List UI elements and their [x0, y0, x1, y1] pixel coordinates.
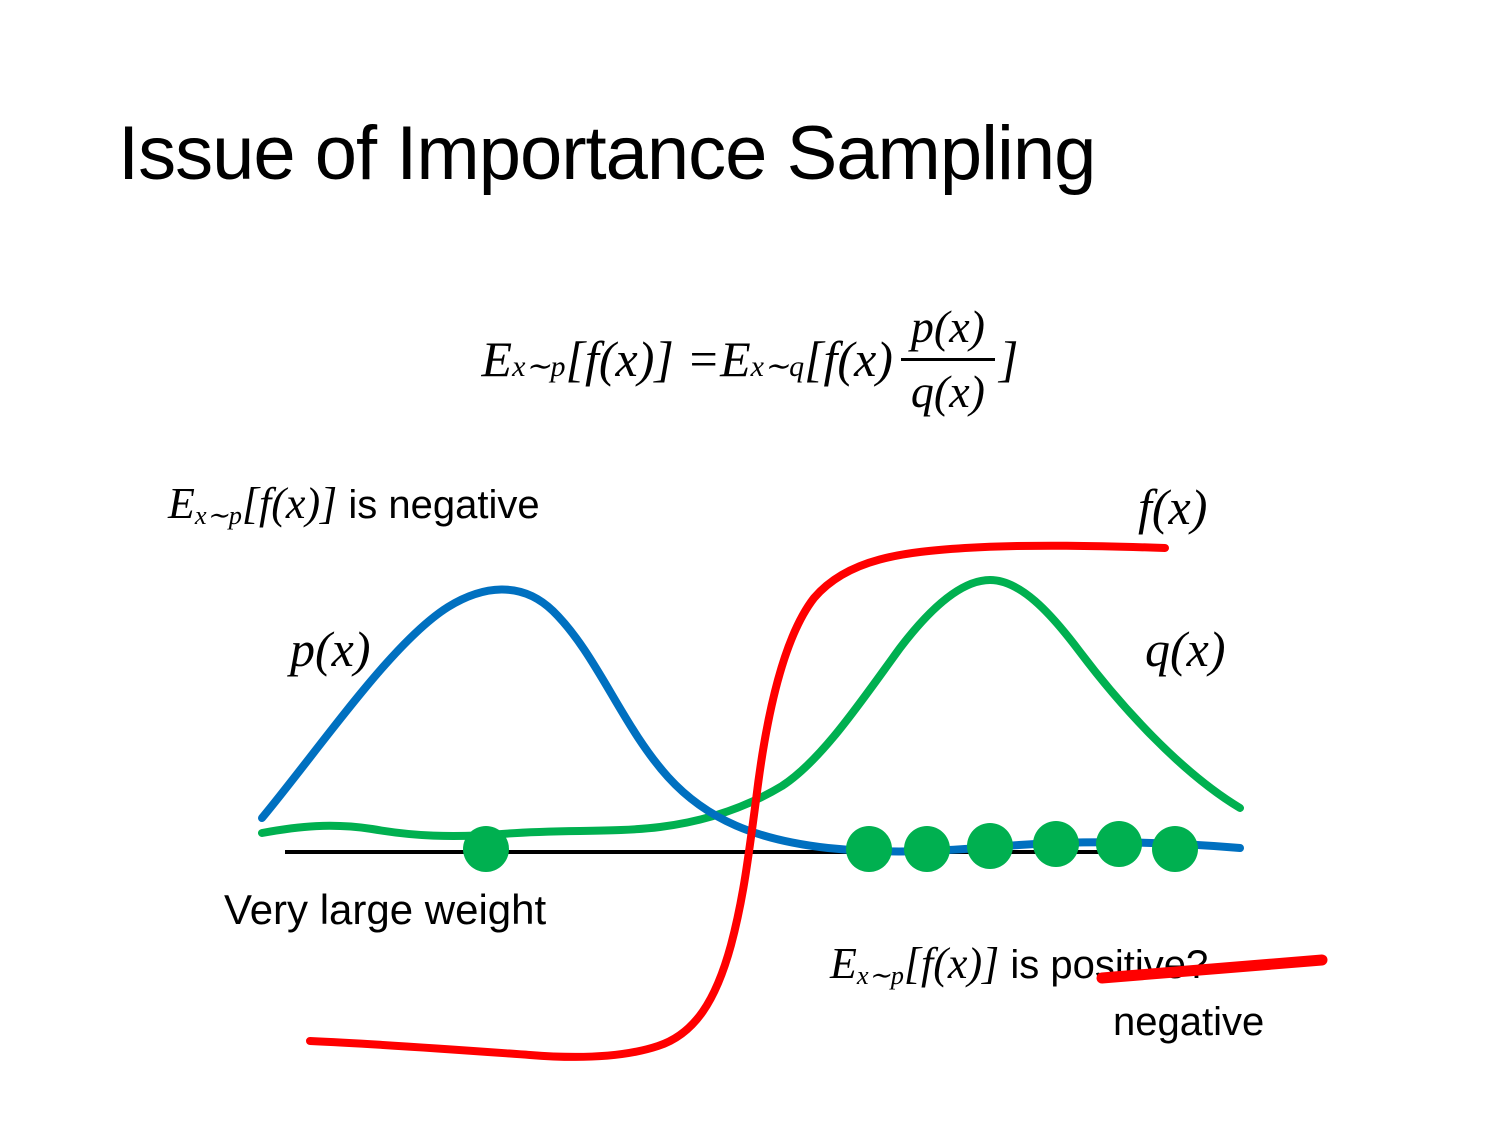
bottom-note-sub: x∼p [856, 960, 904, 991]
sample-dot-right-6 [1152, 826, 1198, 872]
corrected-answer-text: negative [1113, 1000, 1265, 1044]
fraction-denominator: q(x) [910, 365, 985, 417]
qx-curve [258, 575, 1244, 841]
bottom-note-bracket: [f(x)] [903, 939, 1000, 988]
bottom-note-struck-word: positive? [1050, 943, 1209, 987]
sample-dot-left [463, 826, 509, 872]
fraction-numerator: p(x) [900, 298, 995, 361]
formula-E1: E [481, 331, 513, 387]
formula-sub1: x∼p [512, 349, 566, 383]
left-note-sub: x∼p [194, 500, 242, 531]
left-note-E: E [168, 479, 195, 528]
qx-curve-label: q(x) [1145, 621, 1226, 677]
formula-E2: E [720, 331, 751, 387]
formula-close-bracket: ] [998, 331, 1019, 387]
bottom-note-is: is [999, 943, 1051, 987]
sample-dot-right-4 [1033, 821, 1079, 867]
formula-mid1: [f(x)] = [565, 331, 721, 387]
fx-curve-label: f(x) [1138, 479, 1208, 535]
very-large-weight-note: Very large weight [224, 886, 547, 933]
sample-dot-right-1 [846, 826, 892, 872]
formula-mid2: [f(x) [804, 331, 893, 387]
formula-fraction: p(x) q(x) [900, 298, 995, 420]
px-curve-label: p(x) [290, 621, 371, 677]
expectation-positive-note: Ex∼p[f(x)] is positive? [830, 938, 1209, 991]
sample-dot-right-5 [1096, 821, 1142, 867]
left-note-text: is negative [337, 483, 540, 527]
left-note-bracket: [f(x)] [241, 479, 338, 528]
px-curve [258, 585, 1244, 856]
slide-title: Issue of Importance Sampling [118, 111, 1096, 196]
formula-sub2: x∼q [750, 349, 805, 383]
sample-dot-right-2 [904, 826, 950, 872]
bottom-note-E: E [830, 939, 857, 988]
sample-dot-right-3 [967, 823, 1013, 869]
expectation-negative-note: Ex∼p[f(x)] is negative [168, 478, 540, 531]
